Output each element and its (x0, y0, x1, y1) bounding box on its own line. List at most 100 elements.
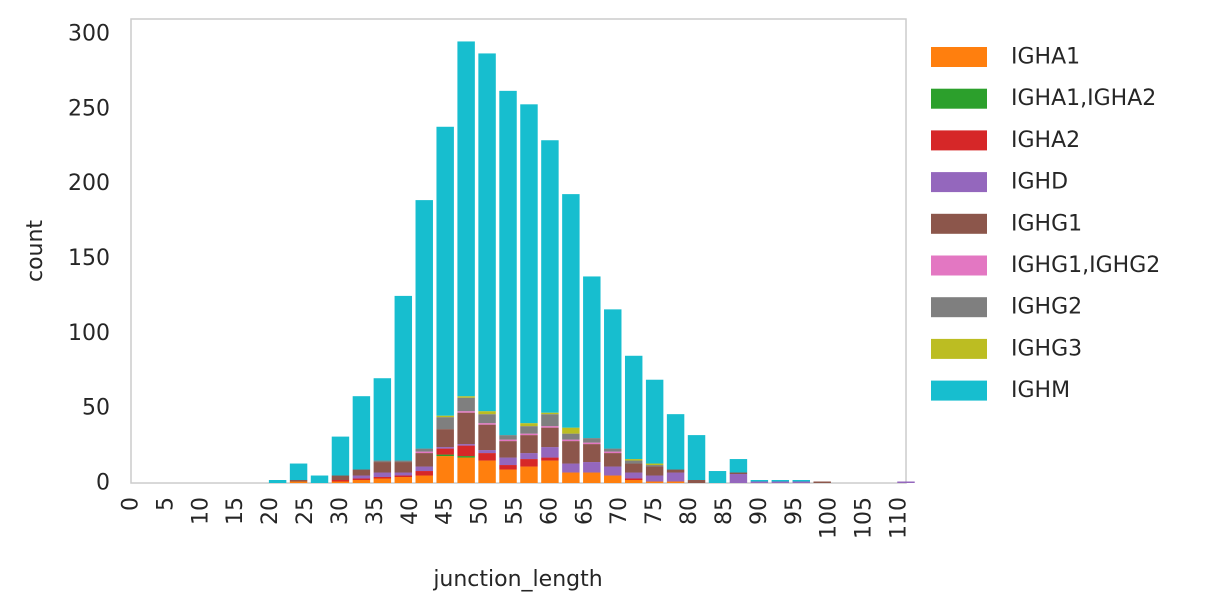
y-axis-ticks: 0 50 100 150 200 250 300 (68, 21, 110, 495)
bar-ighg3-x57 (520, 423, 538, 427)
bar-ighg1-x78 (666, 469, 685, 473)
bar-ighg1-ighg2-x57 (520, 433, 538, 436)
bar-ighg1-x66 (583, 444, 601, 463)
bar-ighd-x48 (457, 444, 475, 446)
bar-ighm-x81 (687, 435, 706, 480)
bar-ighg1-x30 (331, 475, 350, 481)
x-tick-label: 50 (468, 497, 493, 525)
bar-ighg1-x51 (478, 424, 496, 451)
bar-ighg3-x48 (457, 396, 475, 398)
x-tick-label: 35 (363, 497, 388, 525)
bar-igha1-x48 (457, 457, 475, 483)
bar-ighg1-x72 (624, 463, 643, 473)
bar-igha2-x42 (415, 471, 433, 476)
x-tick-label: 65 (572, 497, 597, 525)
bar-ighg3-x72 (624, 459, 643, 461)
x-tick-label: 55 (503, 497, 528, 525)
x-tick-label: 10 (188, 497, 213, 525)
x-tick-label: 30 (328, 497, 353, 525)
bar-ighd-x54 (499, 457, 517, 466)
bar-igha2-x54 (499, 465, 517, 470)
legend-swatch-ighg2 (931, 297, 987, 318)
x-tick-label: 0 (119, 497, 144, 511)
bar-ighd-x36 (373, 472, 392, 478)
bar-igha1-x33 (352, 480, 371, 483)
bar-ighd-x57 (520, 453, 538, 460)
x-tick-label: 60 (537, 497, 562, 525)
x-tick-label: 110 (887, 497, 912, 539)
bar-ighm-x48 (457, 41, 475, 397)
bar-ighg1-x42 (415, 453, 433, 467)
bar-ighd-x33 (352, 475, 371, 479)
legend-swatch-igha1-igha2 (931, 88, 987, 109)
bar-ighm-x75 (645, 379, 664, 464)
y-tick-label: 0 (96, 471, 110, 496)
plot-frame (130, 18, 907, 484)
legend: IGHA1 IGHA1,IGHA2 IGHA2 IGHD IGHG1 IGHG1,IGHG… (931, 45, 1160, 403)
bar-igha2-x48 (457, 445, 475, 457)
bar-ighg1-x36 (373, 462, 392, 473)
bar-igha2-x51 (478, 453, 496, 461)
x-axis-ticks: 0 5 10 15 20 25 30 35 40 45 50 55 60 65 70 75 80 85 90 95 10… (119, 497, 912, 539)
y-tick-label: 50 (82, 396, 110, 421)
legend-label-ighg1-ighg2: IGHG1,IGHG2 (1011, 253, 1160, 278)
bar-ighg3-x51 (478, 411, 496, 415)
bar-ighm-x21 (268, 480, 287, 483)
bar-igha1-x72 (624, 480, 643, 483)
x-tick-label: 75 (642, 497, 667, 525)
bar-ighd-x63 (562, 463, 580, 473)
legend-swatch-ighd (931, 172, 987, 193)
bar-ighm-x78 (666, 414, 685, 470)
x-tick-label: 90 (747, 497, 772, 525)
bar-ighg2-x69 (604, 448, 622, 452)
bar-ighg1-x39 (394, 462, 413, 473)
x-tick-label: 40 (398, 497, 423, 525)
bar-ighm-x45 (436, 126, 454, 416)
x-tick-label: 45 (433, 497, 458, 525)
bar-ighg1-x69 (604, 453, 622, 467)
legend-label-ighm: IGHM (1011, 378, 1070, 403)
bar-ighd-x78 (666, 472, 685, 482)
bar-ighg1-x45 (436, 429, 454, 448)
x-tick-label: 80 (677, 497, 702, 525)
bar-ighm-x63 (562, 194, 580, 428)
bar-ighg2-x72 (624, 460, 643, 464)
bar-ighm-x72 (624, 355, 643, 460)
legend-swatch-ighg3 (931, 338, 987, 359)
bar-ighd-x60 (541, 447, 559, 458)
bar-ighm-x24 (289, 463, 308, 480)
bar-ighg1-ighg2-x60 (541, 426, 559, 428)
bar-igha1-x60 (541, 460, 559, 483)
y-axis-label: count (23, 220, 48, 282)
x-tick-label: 15 (223, 497, 248, 525)
bar-ighg1-x54 (499, 441, 517, 458)
bar-igha2-x57 (520, 459, 538, 467)
bar-ighg3-x45 (436, 415, 454, 418)
bar-igha2-x39 (394, 475, 413, 478)
bar-ighm-x30 (331, 436, 350, 476)
bar-igha1-x24 (289, 481, 308, 483)
bar-ighm-x51 (478, 53, 496, 412)
bar-ighd-x90 (750, 481, 769, 483)
bar-igha1-x42 (415, 475, 433, 483)
bar-ighm-x54 (499, 90, 517, 436)
bar-igha1-x63 (562, 472, 580, 483)
legend-swatch-ighg1-ighg2 (931, 255, 987, 276)
bar-igha2-x33 (352, 478, 371, 481)
bar-igha1-x78 (666, 481, 685, 483)
bar-igha2-x30 (331, 480, 350, 482)
bar-ighg2-x39 (394, 460, 413, 463)
bar-igha2-x72 (624, 478, 643, 481)
legend-label-ighd: IGHD (1011, 170, 1068, 195)
bar-ighm-x87 (729, 459, 748, 473)
bar-ighd-x111 (897, 481, 915, 483)
x-tick-label: 5 (153, 497, 178, 511)
bar-ighm-x36 (373, 378, 392, 461)
bar-igha2-x45 (436, 448, 454, 455)
bar-ighg1-ighg2-x48 (457, 411, 475, 413)
bar-ighg3-x60 (541, 412, 559, 415)
bar-igha1-x54 (499, 469, 517, 483)
y-tick-label: 300 (68, 21, 110, 46)
bar-igha1-igha2-x45 (436, 454, 454, 457)
bar-ighg1-x99 (813, 481, 831, 483)
